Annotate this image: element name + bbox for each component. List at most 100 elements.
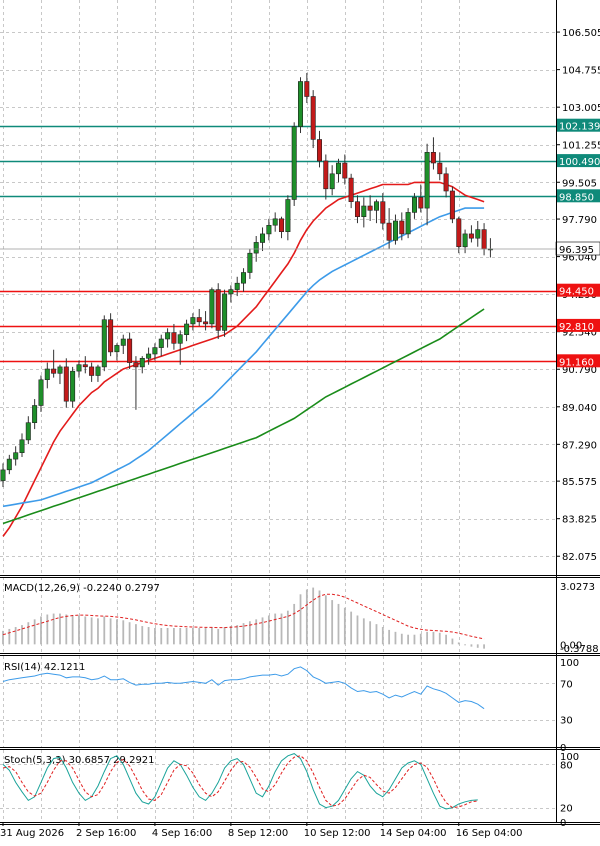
candle-body <box>76 364 82 372</box>
candle-body <box>32 405 38 424</box>
candle-body <box>13 452 19 460</box>
time-tick-label: 4 Sep 16:00 <box>152 828 212 839</box>
candle-body <box>297 81 303 127</box>
candle-body <box>430 152 436 164</box>
rsi-tick-label: 100 <box>560 658 579 669</box>
candle-body <box>165 332 171 340</box>
price-tick-label: 99.505 <box>562 178 597 189</box>
candle-body <box>367 205 373 211</box>
candle-body <box>291 126 297 200</box>
candle-body <box>63 366 69 402</box>
candle-body <box>342 162 348 179</box>
current-price-label: 96.395 <box>559 245 594 256</box>
macd-signal-line <box>2 593 485 640</box>
candle-body <box>310 96 316 140</box>
price-axis: 106.505 104.755 103.005 101.255 99.505 97.790… <box>0 28 600 563</box>
candle-body <box>468 233 474 239</box>
moving-averages <box>2 181 485 537</box>
candle-body <box>152 347 158 355</box>
candle-body <box>228 289 234 295</box>
candle-body <box>215 289 221 331</box>
candle-body <box>462 233 468 248</box>
macd-tick-label: 0.00 <box>560 640 582 651</box>
candle-body <box>329 173 335 190</box>
moving-average-line <box>2 181 485 537</box>
macd-panel: MACD(12,26,9) -0.2240 0.2797 3.0273 0.00-… <box>2 582 599 655</box>
macd-tick-label: -0.3788 <box>560 644 599 655</box>
candle-body <box>114 345 120 353</box>
candle-body <box>19 439 25 453</box>
grid <box>0 0 556 822</box>
candle-body <box>38 379 44 406</box>
candle-body <box>253 242 259 254</box>
resistance-label-box <box>556 189 600 203</box>
candle-body <box>392 220 398 241</box>
price-tick-label: 96.040 <box>562 253 597 264</box>
candle-body <box>203 321 209 325</box>
rsi-tick-label: 70 <box>560 679 573 690</box>
candle-body <box>304 81 310 97</box>
rsi-tick-label: 30 <box>560 716 573 727</box>
candle-body <box>120 338 126 346</box>
candle-body <box>127 338 133 363</box>
price-levels <box>0 125 556 363</box>
resistance-label-box <box>556 118 600 132</box>
stoch-tick-label: 20 <box>560 804 573 815</box>
candle-body <box>57 366 63 374</box>
price-tick-label: 87.290 <box>562 440 597 451</box>
candle-body <box>171 332 177 344</box>
time-tick-label: 14 Sep 04:00 <box>380 828 447 839</box>
candle-body <box>405 212 411 235</box>
price-tick-label: 106.505 <box>562 28 600 39</box>
price-tick-label: 97.790 <box>562 215 597 226</box>
support-label: 91.160 <box>559 357 594 368</box>
candle-body <box>443 173 449 192</box>
candle-body <box>247 252 253 273</box>
candle-body <box>158 338 164 348</box>
candle-body <box>190 317 196 325</box>
candle-body <box>335 162 341 175</box>
price-tick-label: 101.255 <box>562 141 600 152</box>
candle-body <box>234 282 240 290</box>
time-tick-label: 10 Sep 12:00 <box>304 828 371 839</box>
resistance-label-box <box>556 154 600 168</box>
rsi-line <box>2 666 485 710</box>
candle-body <box>272 218 278 226</box>
candle-body <box>411 197 417 213</box>
candle-body <box>323 160 329 190</box>
price-tick-label: 83.825 <box>562 515 597 526</box>
candle-body <box>209 289 215 325</box>
macd-tick-label: 3.0273 <box>560 582 595 593</box>
support-label: 92.810 <box>559 322 594 333</box>
candle-body <box>278 218 284 233</box>
support-label-box <box>556 283 600 297</box>
candle-body <box>146 353 152 359</box>
support-label-box <box>556 318 600 332</box>
price-tick-label: 104.755 <box>562 66 600 77</box>
candle-body <box>6 458 12 471</box>
resistance-label: 98.850 <box>559 192 594 203</box>
candle-body <box>481 229 487 250</box>
moving-average-line <box>2 308 485 525</box>
candle-body <box>348 177 354 203</box>
time-tick-label: 16 Sep 04:00 <box>456 828 523 839</box>
candle-body <box>0 469 6 481</box>
candle-body <box>44 368 50 380</box>
panel-frames <box>0 0 600 825</box>
support-label-box <box>556 354 600 368</box>
candle-body <box>285 199 291 233</box>
rsi-tick-label: 0 <box>560 743 566 754</box>
price-tick-label: 103.005 <box>562 103 600 114</box>
candle-body <box>82 364 88 368</box>
candle-body <box>51 368 57 374</box>
rsi-label: RSI(14) 42.1211 <box>4 662 85 673</box>
candle-body <box>108 319 114 353</box>
stoch-tick-label: 100 <box>560 752 579 763</box>
candle-body <box>456 218 462 248</box>
price-tick-label: 82.075 <box>562 552 597 563</box>
candle-body <box>89 366 95 376</box>
resistance-label: 102.139 <box>559 122 600 133</box>
